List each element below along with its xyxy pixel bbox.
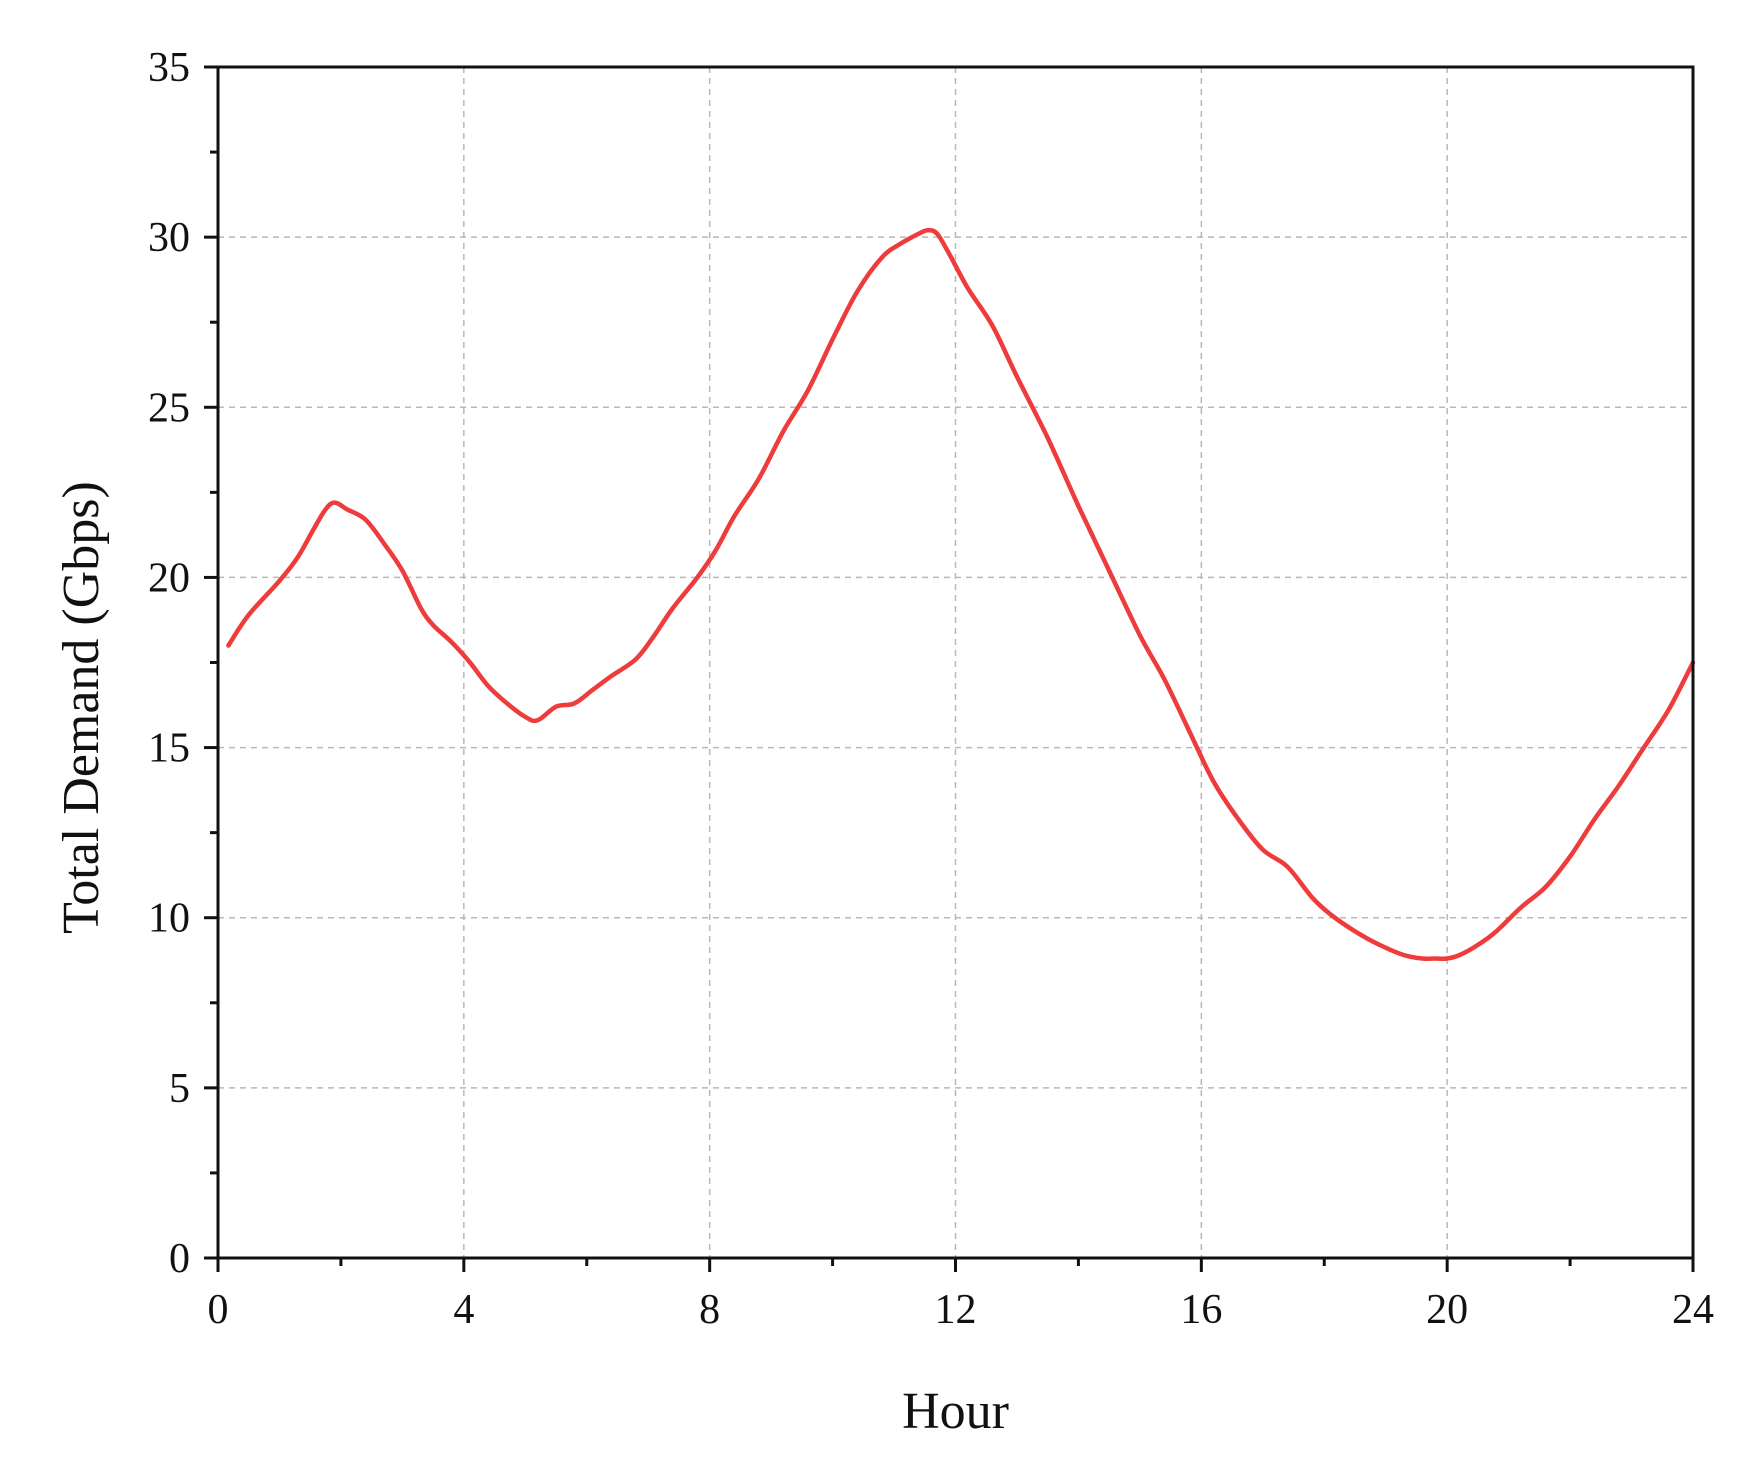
x-tick-label-20: 20	[1426, 1287, 1468, 1333]
x-tick-label-16: 16	[1180, 1287, 1222, 1333]
x-axis-ticks: 0 4 8 12 16 20 24	[208, 1258, 1714, 1333]
y-tick-label-0: 0	[169, 1236, 190, 1282]
x-tick-label-8: 8	[699, 1287, 720, 1333]
grid-lines	[218, 67, 1693, 1258]
x-tick-label-24: 24	[1672, 1287, 1714, 1333]
y-tick-label-10: 10	[148, 896, 190, 942]
series-line-0	[226, 228, 1696, 962]
y-tick-label-15: 15	[148, 726, 190, 772]
x-tick-label-12: 12	[935, 1287, 977, 1333]
y-tick-label-30: 30	[148, 215, 190, 261]
y-tick-label-25: 25	[148, 385, 190, 431]
y-tick-label-5: 5	[169, 1066, 190, 1112]
x-tick-label-4: 4	[453, 1287, 474, 1333]
y-axis-ticks: 0 5 10 15 20 25 30 35	[148, 45, 218, 1282]
series-layer	[226, 228, 1696, 962]
x-tick-label-0: 0	[208, 1287, 229, 1333]
y-tick-label-20: 20	[148, 555, 190, 601]
x-axis-label: Hour	[902, 1383, 1009, 1440]
y-axis-label: Total Demand (Gbps)	[53, 481, 110, 934]
y-tick-label-35: 35	[148, 45, 190, 91]
